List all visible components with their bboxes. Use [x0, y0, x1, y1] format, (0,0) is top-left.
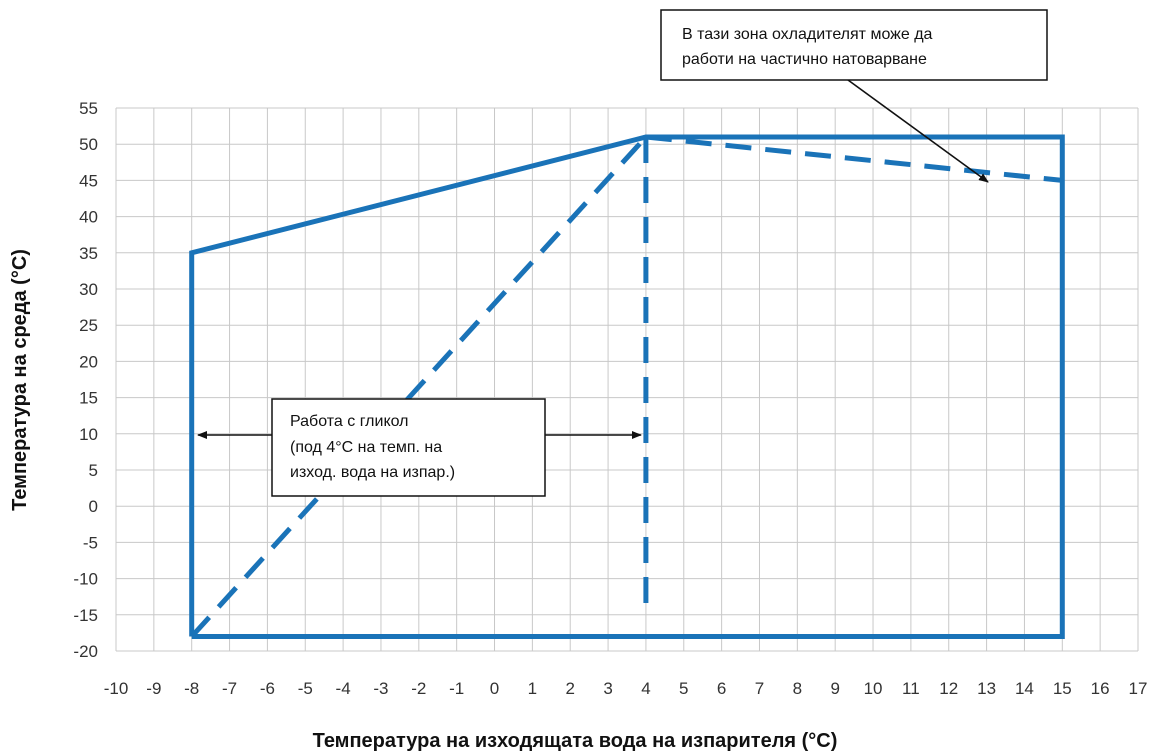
- y-tick-label: 10: [79, 425, 98, 444]
- partial-load-note-line-1: В тази зона охладителят може да: [682, 26, 933, 43]
- glycol-note-line-3: изход. вода на изпар.): [290, 464, 455, 481]
- partial-load-arrow: [847, 79, 989, 183]
- y-tick-label: 20: [79, 352, 98, 371]
- x-tick-label: 14: [1015, 679, 1034, 698]
- x-tick-label: 12: [939, 679, 958, 698]
- y-axis-title: Температура на среда (°C): [9, 249, 31, 511]
- y-tick-label: 30: [79, 280, 98, 299]
- glycol-note: Работа с гликол (под 4°C на темп. на изх…: [197, 398, 642, 497]
- x-axis-title: Температура на изходящата вода на изпари…: [313, 730, 838, 751]
- x-tick-label: -1: [449, 679, 464, 698]
- y-tick-label: 15: [79, 389, 98, 408]
- x-tick-label: 15: [1053, 679, 1072, 698]
- y-tick-label: 25: [79, 316, 98, 335]
- partial-load-note: В тази зона охладителят може да работи н…: [660, 9, 1048, 183]
- y-tick-label: -20: [73, 642, 98, 661]
- x-tick-label: 1: [528, 679, 537, 698]
- y-tick-label: 55: [79, 99, 98, 118]
- y-tick-label: 40: [79, 208, 98, 227]
- y-tick-label: -5: [83, 533, 98, 552]
- x-tick-labels: -10 -9 -8 -7 -6 -5 -4 -3 -2 -1 0 1 2 3 4 5 6 7 8 9 10 11 12 13 1…: [104, 679, 1148, 698]
- x-tick-label: -5: [298, 679, 313, 698]
- x-tick-label: 2: [565, 679, 574, 698]
- x-tick-label: -2: [411, 679, 426, 698]
- x-tick-label: 13: [977, 679, 996, 698]
- glycol-note-box: [271, 398, 546, 497]
- x-tick-label: -4: [336, 679, 351, 698]
- dashed-limit-line-1: [189, 135, 648, 639]
- envelope-boundary-line: [189, 134, 1065, 639]
- plot-area: [116, 108, 1138, 651]
- glycol-note-line-1: Работа с гликол: [290, 413, 409, 430]
- x-tick-label: 9: [830, 679, 839, 698]
- x-tick-label: 11: [902, 679, 920, 698]
- x-tick-label: 5: [679, 679, 688, 698]
- x-tick-label: -3: [373, 679, 388, 698]
- x-tick-label: -10: [104, 679, 129, 698]
- y-tick-label: 50: [79, 135, 98, 154]
- partial-load-note-line-2: работи на частично натоварване: [682, 51, 927, 68]
- series-group: [189, 134, 1065, 639]
- x-tick-label: -7: [222, 679, 237, 698]
- x-tick-label: 4: [641, 679, 650, 698]
- x-tick-label: 3: [603, 679, 612, 698]
- y-tick-label: 45: [79, 171, 98, 190]
- x-tick-label: -6: [260, 679, 275, 698]
- x-tick-label: 6: [717, 679, 726, 698]
- x-tick-label: -9: [146, 679, 161, 698]
- y-tick-label: -15: [73, 606, 98, 625]
- x-tick-label: 16: [1091, 679, 1110, 698]
- x-tick-label: 7: [755, 679, 764, 698]
- y-tick-label: 35: [79, 244, 98, 263]
- x-tick-label: -8: [184, 679, 199, 698]
- y-tick-label: -10: [73, 570, 98, 589]
- grid-lines: [115, 107, 1139, 652]
- x-tick-label: 10: [864, 679, 883, 698]
- dashed-limit-line-3: [645, 134, 1063, 183]
- y-tick-label: 0: [89, 497, 98, 516]
- axis-titles: Температура на изходящата вода на изпари…: [9, 249, 837, 751]
- glycol-note-line-2: (под 4°C на темп. на: [290, 439, 442, 456]
- x-tick-label: 8: [793, 679, 802, 698]
- y-tick-label: 5: [89, 461, 98, 480]
- x-tick-label: 0: [490, 679, 499, 698]
- x-tick-label: 17: [1129, 679, 1148, 698]
- partial-load-note-box: [660, 9, 1048, 81]
